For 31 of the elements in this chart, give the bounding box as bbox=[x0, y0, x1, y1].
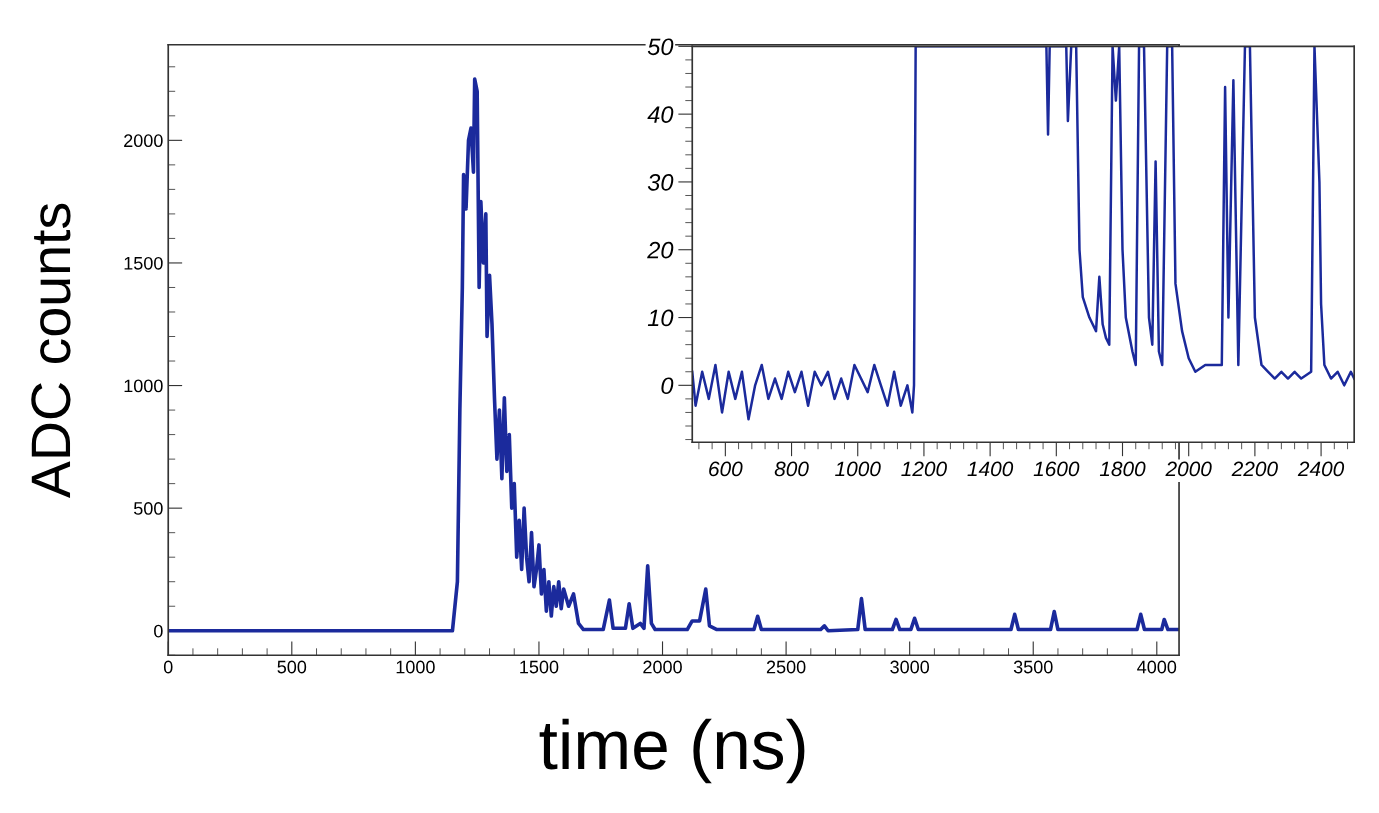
x-axis-title: time (ns) bbox=[539, 718, 805, 784]
x-tick-label: 2000 bbox=[1165, 461, 1212, 477]
y-tick-label: 2000 bbox=[124, 134, 163, 148]
x-tick-label: 600 bbox=[709, 461, 743, 477]
y-tick-label: 40 bbox=[647, 106, 674, 123]
x-tick-label: 1000 bbox=[835, 461, 881, 477]
y-tick-label: 1500 bbox=[124, 256, 163, 270]
x-tick-label: 1000 bbox=[396, 660, 435, 674]
x-tick-label: 800 bbox=[774, 461, 809, 477]
y-tick-label: 1000 bbox=[124, 379, 163, 393]
x-tick-label: 3000 bbox=[890, 660, 930, 674]
x-tick-label: 3500 bbox=[1013, 660, 1053, 674]
y-tick-label: 500 bbox=[133, 502, 163, 515]
y-tick-label: 0 bbox=[154, 624, 163, 638]
x-tick-label: 1500 bbox=[520, 660, 559, 674]
x-tick-label: 500 bbox=[277, 660, 307, 674]
x-tick-label: 2400 bbox=[1297, 461, 1345, 477]
y-tick-label: 20 bbox=[647, 241, 674, 259]
x-tick-label: 1600 bbox=[1033, 461, 1080, 477]
y-tick-label: 0 bbox=[661, 377, 674, 395]
y-tick-label: 10 bbox=[647, 309, 674, 327]
x-tick-label: 1200 bbox=[901, 461, 947, 477]
y-tick-label: 50 bbox=[647, 38, 674, 56]
x-tick-label: 2200 bbox=[1231, 461, 1278, 477]
x-tick-label: 2500 bbox=[766, 660, 806, 674]
x-tick-label: 1400 bbox=[967, 461, 1014, 477]
x-tick-label: 1800 bbox=[1099, 461, 1146, 477]
x-tick-label: 4000 bbox=[1137, 660, 1177, 674]
y-axis-title: ADC counts bbox=[31, 203, 71, 499]
y-tick-label: 30 bbox=[647, 174, 674, 191]
x-tick-label: 0 bbox=[163, 660, 173, 674]
